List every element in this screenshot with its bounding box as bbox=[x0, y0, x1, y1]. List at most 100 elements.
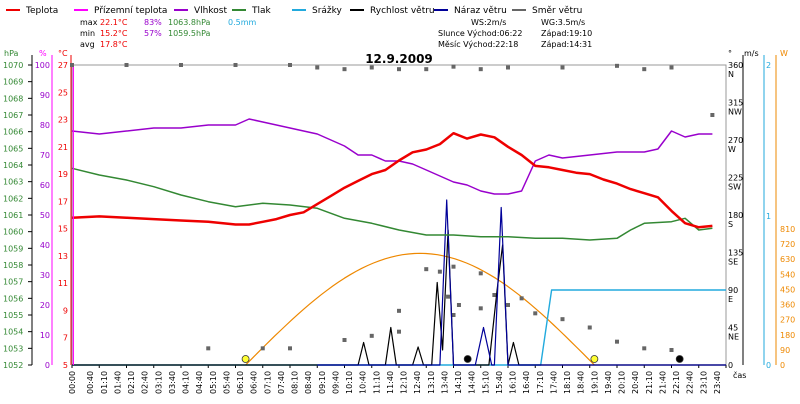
tick-x: 14:40 bbox=[468, 371, 477, 394]
tick-x: 21:10 bbox=[645, 371, 654, 394]
tick-x: 16:10 bbox=[509, 371, 518, 394]
point-wind-direction bbox=[369, 333, 374, 338]
tick-x: 18:10 bbox=[563, 371, 572, 394]
stat-value: 83% bbox=[144, 18, 162, 27]
stat-moon: Měsíc Východ:22:18 bbox=[438, 40, 518, 49]
tick-x: 13:10 bbox=[427, 371, 436, 394]
stat-value: 22.1°C bbox=[100, 18, 128, 27]
point-wind-direction bbox=[70, 63, 74, 67]
legend-label: Tlak bbox=[251, 6, 272, 16]
stat-value: max bbox=[80, 18, 98, 27]
point-wind-direction bbox=[456, 303, 461, 307]
point-wind-direction bbox=[492, 293, 497, 297]
tick-x: 08:40 bbox=[304, 371, 313, 394]
tick-degc: 9 bbox=[63, 306, 68, 315]
tick-hpa: 1063 bbox=[3, 178, 23, 187]
legend: Teplota Přízemní teplota Vlhkost Tlak Srážky… bbox=[6, 6, 582, 16]
point-wind-direction bbox=[533, 311, 538, 316]
tick-dir-name: NE bbox=[728, 333, 739, 342]
tick-x: 13:40 bbox=[440, 371, 449, 394]
tick-x: 18:40 bbox=[577, 371, 586, 394]
tick-sun: 90 bbox=[780, 346, 790, 355]
tick-dir: 180 bbox=[728, 211, 743, 220]
point-wind-direction bbox=[206, 346, 211, 351]
grid: 00:00 00:40 01:10 01:40 02:10 02:40 03:10 03:40… bbox=[68, 64, 727, 394]
tick-x: 22:40 bbox=[686, 371, 695, 394]
tick-x: 00:40 bbox=[86, 371, 95, 394]
axis-degc-label: °C bbox=[58, 49, 68, 58]
tick-hpa: 1066 bbox=[3, 128, 23, 137]
tick-hpa: 1054 bbox=[3, 328, 23, 337]
axis-sun-label: W bbox=[780, 49, 788, 58]
point-wind-direction bbox=[179, 63, 183, 67]
tick-x: 01:40 bbox=[113, 371, 122, 394]
tick-degc: 15 bbox=[58, 225, 68, 234]
tick-x: 22:10 bbox=[672, 371, 681, 394]
tick-dir: 90 bbox=[728, 286, 738, 295]
tick-x: 12:10 bbox=[400, 371, 409, 394]
tick-hpa: 1059 bbox=[3, 244, 23, 253]
tick-x: 04:40 bbox=[195, 371, 204, 394]
point-wind-direction bbox=[587, 325, 592, 330]
point-wind-direction bbox=[397, 308, 401, 313]
tick-dir: 45 bbox=[728, 324, 738, 333]
tick-sun: 360 bbox=[780, 301, 795, 310]
tick-degc: 13 bbox=[58, 252, 68, 261]
tick-dir-name: SE bbox=[728, 258, 738, 267]
tick-sun: 180 bbox=[780, 331, 795, 340]
point-wind-direction bbox=[260, 346, 265, 351]
stat-value: 15.2°C bbox=[100, 29, 128, 38]
stat-value: avg bbox=[80, 40, 95, 49]
tick-pct: 20 bbox=[40, 301, 50, 310]
tick-x: 11:10 bbox=[372, 371, 381, 394]
tick-x: 19:10 bbox=[590, 371, 599, 394]
marker-moonrise bbox=[675, 355, 684, 363]
point-wind-direction bbox=[424, 267, 429, 272]
legend-label: Srážky bbox=[312, 6, 343, 16]
tick-x: 02:10 bbox=[127, 371, 136, 394]
tick-pct: 0 bbox=[45, 361, 50, 370]
stat-moon-set: Západ:14:31 bbox=[541, 40, 592, 49]
tick-dir-name: W bbox=[728, 145, 736, 154]
tick-degc: 5 bbox=[63, 361, 68, 370]
point-wind-direction bbox=[478, 271, 483, 276]
tick-pct: 80 bbox=[40, 121, 50, 130]
tick-sun: 0 bbox=[780, 361, 785, 370]
point-wind-direction bbox=[342, 67, 347, 72]
tick-x: 07:10 bbox=[263, 371, 272, 394]
tick-degc: 11 bbox=[58, 279, 68, 288]
point-wind-direction bbox=[710, 113, 715, 117]
tick-x: 17:40 bbox=[549, 371, 558, 394]
tick-hpa: 1068 bbox=[3, 94, 23, 103]
tick-dir: 135 bbox=[728, 249, 743, 258]
tick-x: 04:10 bbox=[182, 371, 191, 394]
tick-hpa: 1060 bbox=[3, 228, 23, 237]
tick-x: 21:40 bbox=[658, 371, 667, 394]
point-wind-direction bbox=[669, 65, 674, 70]
tick-sun: 540 bbox=[780, 270, 795, 279]
tick-x: 23:40 bbox=[713, 371, 722, 394]
tick-dir: 0 bbox=[728, 361, 733, 370]
point-wind-direction bbox=[560, 317, 565, 322]
chart-title: 12.9.2009 bbox=[365, 52, 433, 66]
series-solar bbox=[245, 252, 595, 366]
point-wind-direction bbox=[288, 63, 292, 67]
tick-dir: 315 bbox=[728, 99, 743, 108]
tick-sun: 720 bbox=[780, 240, 795, 249]
axes: hPa% °C1070106910681067106610651064106310… bbox=[3, 49, 795, 380]
tick-x: 15:40 bbox=[495, 371, 504, 394]
series-rain bbox=[72, 289, 726, 366]
tick-wind: 0 bbox=[766, 361, 771, 370]
tick-dir-name: SW bbox=[728, 183, 741, 192]
legend-label: Náraz větru bbox=[454, 6, 507, 16]
tick-x: 20:40 bbox=[631, 371, 640, 394]
tick-pct: 50 bbox=[40, 211, 50, 220]
tick-wind: 1 bbox=[766, 212, 771, 221]
tick-x: 09:10 bbox=[318, 371, 327, 394]
axis-x-label: čas bbox=[733, 370, 746, 380]
marker-sunset bbox=[590, 355, 599, 363]
tick-degc: 17 bbox=[58, 197, 68, 206]
tick-sun: 270 bbox=[780, 316, 795, 325]
tick-dir-name: E bbox=[728, 295, 733, 304]
tick-sun: 450 bbox=[780, 285, 795, 294]
